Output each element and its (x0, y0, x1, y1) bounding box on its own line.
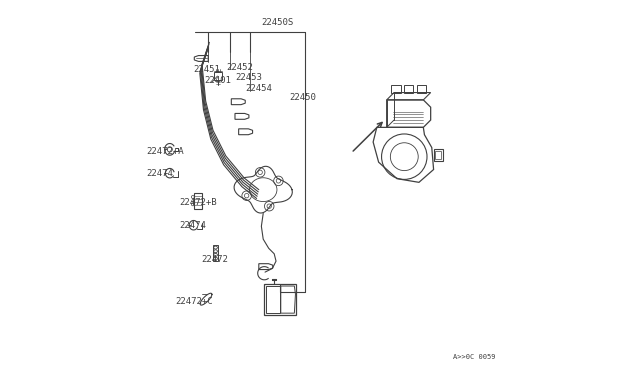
Text: 22472+A: 22472+A (146, 147, 184, 156)
Text: 22454: 22454 (245, 84, 272, 93)
Text: 22472+C: 22472+C (175, 297, 213, 306)
Text: 22450S: 22450S (262, 17, 294, 26)
Text: 22450: 22450 (289, 93, 316, 102)
Text: 22474: 22474 (179, 221, 206, 230)
Text: 22453: 22453 (235, 73, 262, 81)
Text: 22401: 22401 (205, 76, 232, 85)
Text: 22472: 22472 (201, 255, 228, 264)
Text: A>>0C 0059: A>>0C 0059 (453, 354, 496, 360)
Text: 22452: 22452 (227, 63, 253, 73)
Text: 22451: 22451 (193, 65, 220, 74)
Text: 22472+B: 22472+B (179, 198, 216, 207)
Text: 22474: 22474 (146, 169, 173, 178)
